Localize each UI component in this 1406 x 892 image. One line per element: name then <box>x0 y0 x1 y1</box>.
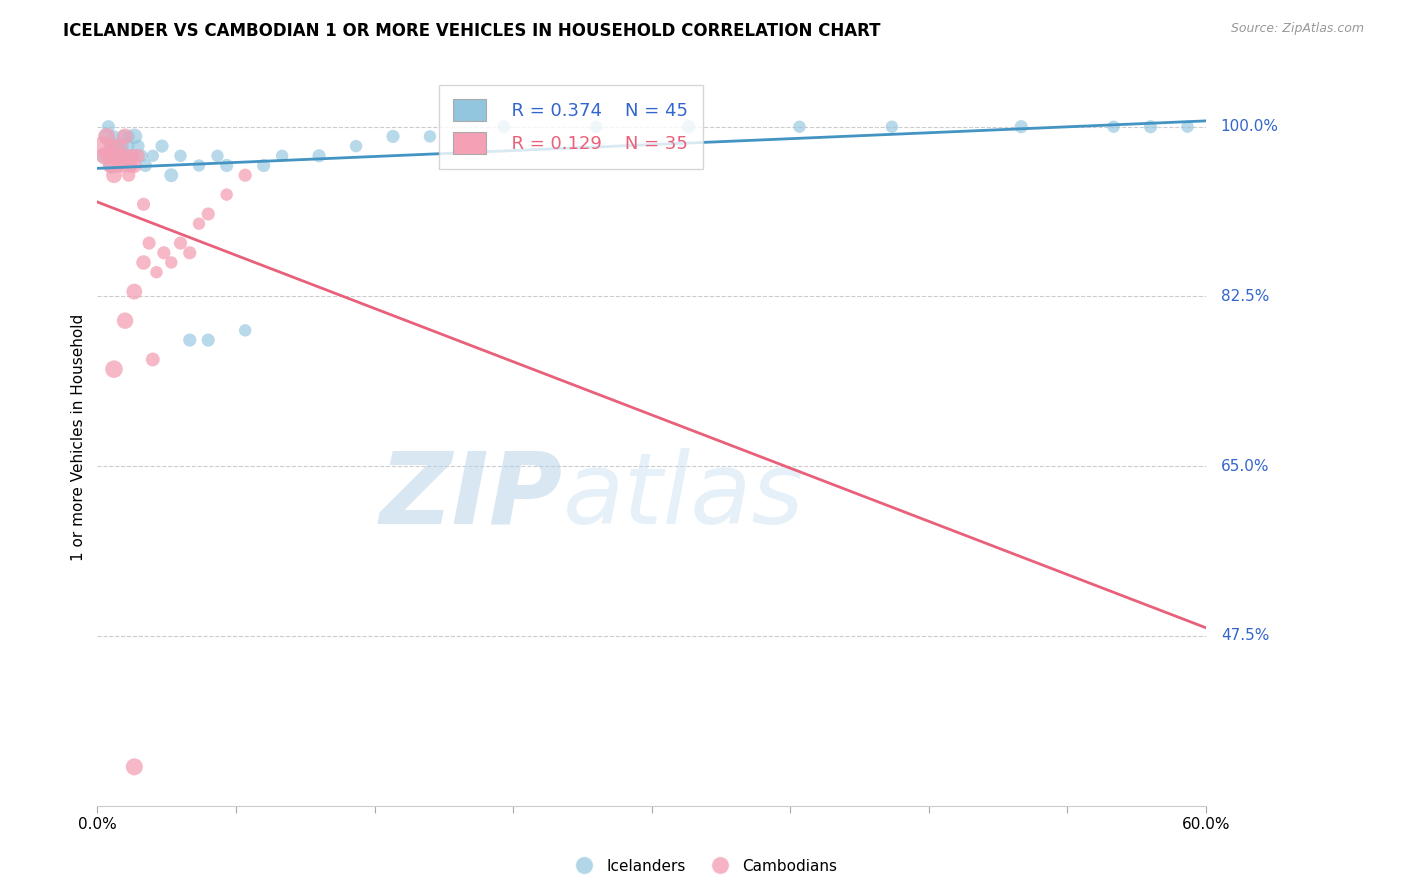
Point <box>153 245 176 260</box>
Point <box>253 159 276 173</box>
Point <box>142 352 165 367</box>
Point <box>121 149 143 163</box>
Point <box>382 129 405 144</box>
Point <box>678 120 700 134</box>
Point <box>98 159 121 173</box>
Point <box>233 168 256 182</box>
Legend:   R = 0.374    N = 45,   R = 0.129    N = 35: R = 0.374 N = 45, R = 0.129 N = 35 <box>439 85 703 169</box>
Point <box>132 197 155 211</box>
Point <box>160 255 183 269</box>
Point <box>215 187 238 202</box>
Text: 65.0%: 65.0% <box>1220 458 1270 474</box>
Point <box>1139 120 1161 134</box>
Point <box>188 217 211 231</box>
Point <box>118 168 141 182</box>
Point <box>271 149 294 163</box>
Point <box>108 159 131 173</box>
Point <box>91 139 114 153</box>
Point <box>103 168 125 182</box>
Point <box>131 149 153 163</box>
Point <box>179 245 201 260</box>
Point <box>112 129 135 144</box>
Point <box>308 149 330 163</box>
Point <box>134 159 156 173</box>
Point <box>93 149 115 163</box>
Text: ICELANDER VS CAMBODIAN 1 OR MORE VEHICLES IN HOUSEHOLD CORRELATION CHART: ICELANDER VS CAMBODIAN 1 OR MORE VEHICLE… <box>63 22 880 40</box>
Point <box>207 149 229 163</box>
Point <box>103 362 125 376</box>
Point <box>108 139 131 153</box>
Point <box>197 207 219 221</box>
Point <box>585 120 607 134</box>
Point <box>344 139 367 153</box>
Point <box>107 149 129 163</box>
Point <box>127 149 149 163</box>
Text: 47.5%: 47.5% <box>1220 628 1270 643</box>
Point <box>101 139 124 153</box>
Point <box>101 159 124 173</box>
Point <box>169 149 191 163</box>
Point <box>215 159 238 173</box>
Point <box>104 149 127 163</box>
Point <box>138 236 160 251</box>
Text: 82.5%: 82.5% <box>1220 289 1270 304</box>
Point <box>96 129 118 144</box>
Point <box>127 139 149 153</box>
Point <box>1177 120 1199 134</box>
Point <box>1010 120 1032 134</box>
Point <box>114 149 136 163</box>
Point <box>188 159 211 173</box>
Legend: Icelanders, Cambodians: Icelanders, Cambodians <box>562 853 844 880</box>
Point <box>97 149 120 163</box>
Point <box>233 323 256 337</box>
Point <box>115 149 138 163</box>
Point <box>97 120 120 134</box>
Text: Source: ZipAtlas.com: Source: ZipAtlas.com <box>1230 22 1364 36</box>
Y-axis label: 1 or more Vehicles in Household: 1 or more Vehicles in Household <box>72 313 86 561</box>
Point <box>150 139 173 153</box>
Point <box>118 129 141 144</box>
Point <box>132 255 155 269</box>
Point <box>179 333 201 347</box>
Point <box>96 129 118 144</box>
Point <box>121 149 143 163</box>
Point <box>98 139 121 153</box>
Text: 100.0%: 100.0% <box>1220 120 1279 134</box>
Point <box>103 129 125 144</box>
Point <box>124 285 146 299</box>
Point <box>197 333 219 347</box>
Text: ZIP: ZIP <box>380 448 562 544</box>
Point <box>112 159 135 173</box>
Point <box>124 159 146 173</box>
Point <box>419 129 441 144</box>
Point <box>145 265 167 279</box>
Point <box>114 129 136 144</box>
Point <box>789 120 811 134</box>
Point <box>107 159 129 173</box>
Point <box>110 139 132 153</box>
Point <box>114 314 136 328</box>
Point <box>492 120 515 134</box>
Point <box>124 129 146 144</box>
Point <box>120 159 142 173</box>
Point <box>110 149 132 163</box>
Point <box>124 760 146 774</box>
Point <box>115 139 138 153</box>
Point <box>142 149 165 163</box>
Point <box>880 120 903 134</box>
Point <box>91 149 114 163</box>
Text: atlas: atlas <box>562 448 804 544</box>
Point <box>120 159 142 173</box>
Point <box>160 168 183 182</box>
Point <box>169 236 191 251</box>
Point <box>104 139 127 153</box>
Point <box>1102 120 1125 134</box>
